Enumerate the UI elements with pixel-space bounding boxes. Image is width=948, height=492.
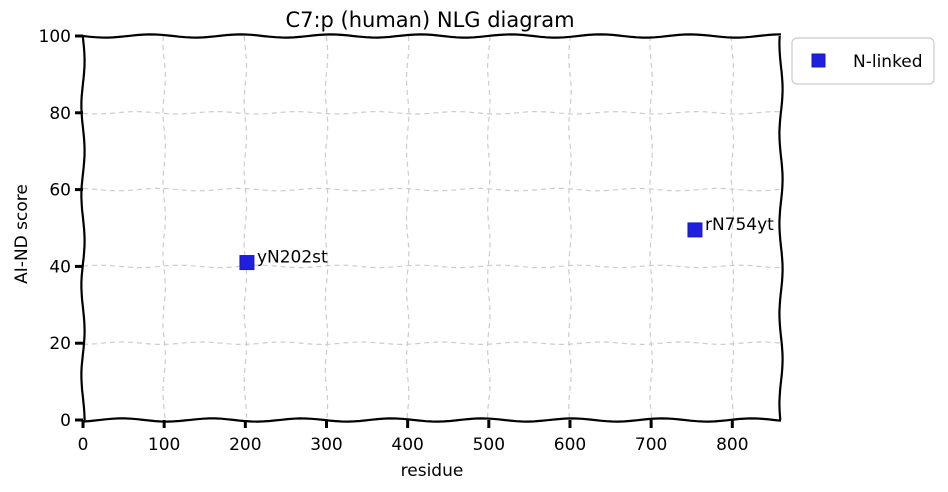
x-tick-label: 400 [391,435,423,455]
grid-line-x [486,35,491,421]
grid-line-x [730,35,735,421]
grid-line-y [82,264,782,269]
y-axis-label: AI-ND score [12,184,32,284]
grid-line-y [82,187,782,192]
x-tick-label: 200 [229,435,261,455]
x-tick-label: 300 [310,435,342,455]
grid-line-x [405,35,410,421]
x-axis-ticks: 0 100 200 300 400 500 600 700 800 [78,420,749,455]
grid-line-x [162,35,167,421]
x-tick-label: 600 [554,435,586,455]
x-tick-label: 0 [78,435,89,455]
legend-box [791,37,935,85]
legend-marker-square [811,53,826,68]
data-point-label: yN202st [257,248,328,268]
grid-line-x [243,35,248,420]
x-tick-label: 700 [635,435,667,455]
grid-line-x [568,35,572,421]
y-axis-ticks: 0 20 40 60 80 100 [39,27,83,431]
data-point-marker [239,255,255,271]
grid-line-x [324,35,329,421]
grid-lines [82,35,782,421]
x-tick-label: 800 [716,435,748,455]
y-tick-label: 40 [49,257,71,277]
legend-entry-label: N-linked [853,52,923,72]
x-axis-label: residue [401,461,464,481]
y-tick-label: 80 [49,104,71,124]
plot-frame [80,33,784,423]
x-tick-label: 100 [148,435,180,455]
y-tick-label: 0 [60,411,71,431]
y-tick-label: 100 [39,27,71,47]
data-point-marker [687,222,703,238]
grid-line-y [82,110,782,115]
legend: N-linked [791,37,935,85]
chart-title: C7:p (human) NLG diagram [285,8,574,32]
x-tick-label: 500 [473,435,505,455]
grid-line-y [82,341,782,346]
y-tick-label: 60 [49,181,71,201]
y-tick-label: 20 [49,334,71,354]
data-points: yN202st rN754yt [239,215,774,271]
grid-line-x [649,35,653,421]
data-point-label: rN754yt [705,215,774,235]
